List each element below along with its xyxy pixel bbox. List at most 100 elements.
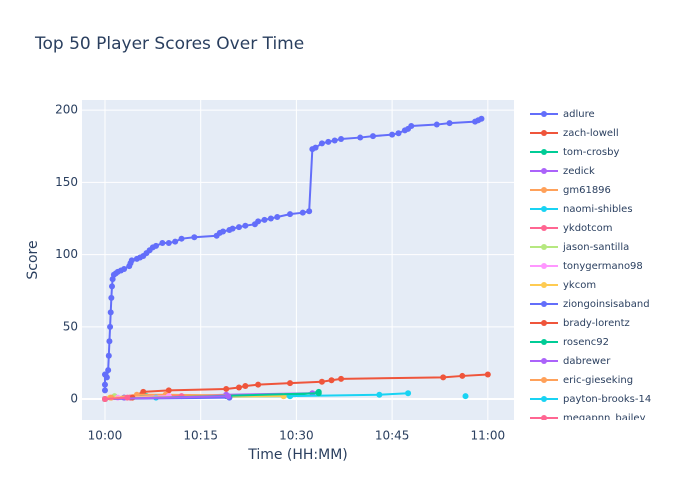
- legend-marker[interactable]: [541, 187, 547, 193]
- x-tick-label: 11:00: [471, 429, 506, 443]
- data-point: [261, 216, 268, 223]
- legend-marker[interactable]: [541, 168, 547, 174]
- legend-marker[interactable]: [541, 206, 547, 212]
- data-point: [242, 383, 249, 390]
- y-tick-label: 0: [70, 392, 78, 406]
- data-point: [328, 377, 335, 384]
- legend-label[interactable]: megapnn_bailey: [563, 413, 646, 424]
- data-point: [124, 394, 131, 401]
- data-point: [107, 309, 114, 316]
- plot-area: [101, 115, 491, 403]
- data-point: [389, 131, 396, 138]
- legend-marker[interactable]: [541, 244, 547, 250]
- legend-label[interactable]: adlure: [563, 109, 595, 120]
- legend-marker[interactable]: [541, 339, 547, 345]
- data-point: [105, 367, 112, 374]
- data-point: [105, 352, 112, 359]
- data-point: [312, 144, 319, 151]
- legend-marker[interactable]: [541, 358, 547, 364]
- y-tick-label: 200: [55, 103, 78, 117]
- legend-label[interactable]: ziongoinsisaband: [563, 299, 650, 310]
- data-point: [357, 134, 364, 141]
- y-axis-title: Score: [25, 240, 41, 279]
- data-point: [229, 225, 236, 232]
- legend-label[interactable]: eric-gieseking: [563, 375, 633, 386]
- data-point: [459, 372, 466, 379]
- data-point: [287, 211, 294, 218]
- legend-label[interactable]: zach-lowell: [563, 128, 619, 139]
- legend-label[interactable]: brady-lorentz: [563, 318, 630, 329]
- legend-marker[interactable]: [541, 111, 547, 117]
- legend-marker[interactable]: [541, 130, 547, 136]
- data-point: [408, 123, 415, 130]
- y-tick-label: 100: [55, 247, 78, 261]
- data-point: [191, 234, 198, 241]
- data-point: [128, 257, 135, 264]
- data-point: [178, 235, 185, 242]
- legend-marker[interactable]: [541, 415, 547, 421]
- legend[interactable]: adlure zach-lowell tom-crosby zedick gm61896…: [530, 109, 651, 424]
- legend-label[interactable]: naomi-shibles: [563, 204, 633, 215]
- data-point: [235, 384, 242, 391]
- data-point: [274, 214, 281, 221]
- data-point: [405, 390, 412, 397]
- legend-marker[interactable]: [541, 225, 547, 231]
- legend-label[interactable]: rosenc92: [563, 337, 609, 348]
- data-point: [462, 393, 469, 400]
- data-point: [103, 374, 110, 381]
- data-point: [223, 385, 230, 392]
- data-point: [220, 228, 227, 235]
- legend-label[interactable]: jason-santilla: [562, 242, 629, 253]
- chart-title: Top 50 Player Scores Over Time: [34, 34, 304, 54]
- data-point: [315, 390, 322, 397]
- legend-marker[interactable]: [541, 263, 547, 269]
- data-point: [287, 380, 294, 387]
- legend-label[interactable]: payton-brooks-14: [563, 394, 651, 405]
- data-point: [242, 222, 249, 229]
- data-point: [225, 393, 232, 400]
- legend-label[interactable]: dabrewer: [563, 356, 611, 367]
- legend-label[interactable]: tonygermano98: [563, 261, 643, 272]
- legend-label[interactable]: zedick: [563, 166, 595, 177]
- legend-marker[interactable]: [541, 149, 547, 155]
- legend-marker[interactable]: [541, 396, 547, 402]
- data-point: [101, 396, 108, 403]
- data-point: [299, 209, 306, 216]
- x-tick-label: 10:00: [88, 429, 123, 443]
- data-point: [369, 133, 376, 140]
- legend-marker[interactable]: [541, 301, 547, 307]
- data-point: [107, 323, 114, 330]
- y-tick-label: 150: [55, 175, 78, 189]
- legend-label[interactable]: gm61896: [563, 185, 611, 196]
- data-point: [267, 215, 274, 222]
- data-point: [106, 338, 113, 345]
- data-point: [325, 138, 332, 145]
- x-tick-label: 10:30: [279, 429, 314, 443]
- data-point: [376, 391, 383, 398]
- data-point: [433, 121, 440, 128]
- data-point: [159, 240, 166, 247]
- data-point: [153, 242, 160, 249]
- legend-marker[interactable]: [541, 282, 547, 288]
- legend-label[interactable]: ykdotcom: [563, 223, 612, 234]
- data-point: [140, 388, 147, 395]
- data-point: [121, 266, 128, 273]
- legend-marker[interactable]: [541, 377, 547, 383]
- legend-marker[interactable]: [541, 320, 547, 326]
- y-tick-label: 50: [63, 319, 78, 333]
- series-line: [104, 396, 128, 401]
- legend-label[interactable]: tom-crosby: [563, 147, 619, 158]
- data-point: [478, 115, 485, 122]
- data-point: [108, 294, 115, 301]
- data-point: [318, 140, 325, 147]
- x-tick-label: 10:15: [183, 429, 218, 443]
- x-tick-label: 10:45: [375, 429, 410, 443]
- legend-label[interactable]: ykcom: [563, 280, 596, 291]
- x-axis-title: Time (HH:MM): [247, 447, 348, 463]
- data-point: [338, 136, 345, 143]
- data-point: [108, 283, 115, 290]
- data-point: [306, 208, 313, 215]
- data-point: [101, 381, 108, 388]
- data-point: [165, 240, 172, 247]
